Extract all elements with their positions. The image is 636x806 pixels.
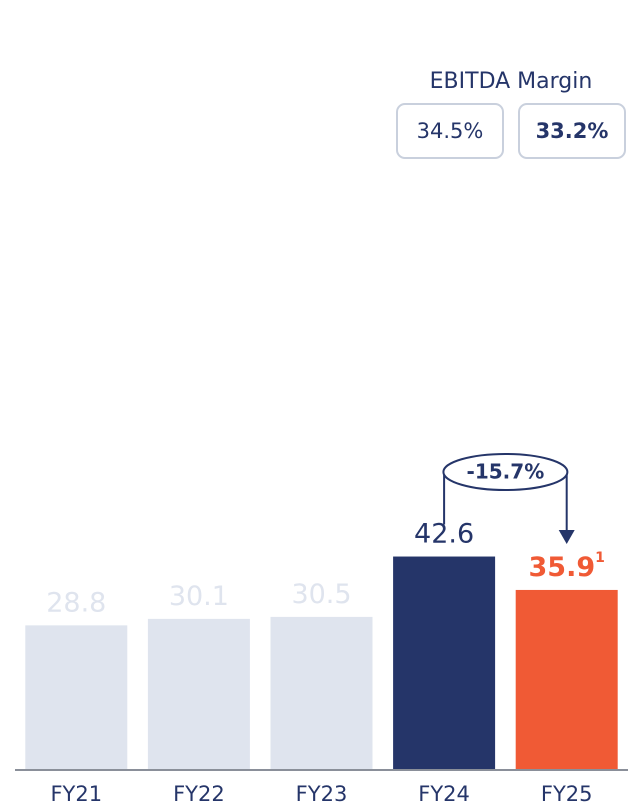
value-label: 28.8 — [46, 587, 106, 618]
bar — [147, 618, 250, 769]
bar — [393, 556, 496, 769]
x-tick-label: FY22 — [173, 782, 225, 806]
margin-value: 33.2% — [536, 119, 609, 143]
value-label: 35.91 — [529, 550, 605, 583]
margin-title: EBITDA Margin — [430, 69, 593, 94]
value-label: 30.5 — [291, 578, 351, 609]
margin-box — [396, 103, 504, 159]
margin-box — [518, 103, 626, 159]
bar — [270, 616, 373, 769]
change-badge — [442, 453, 569, 491]
arrow-head — [558, 529, 575, 544]
bar — [25, 625, 128, 769]
value-label-number: 30.1 — [169, 580, 229, 611]
x-tick-label: FY25 — [541, 782, 593, 806]
change-label: -15.7% — [467, 460, 545, 484]
bar — [515, 589, 618, 769]
value-label-number: 28.8 — [46, 587, 106, 618]
value-label-number: 35.9 — [529, 551, 596, 582]
footnote-marker: 1 — [595, 550, 605, 566]
value-label: 30.1 — [169, 580, 229, 611]
x-tick-label: FY23 — [296, 782, 348, 806]
x-tick-label: FY21 — [50, 782, 102, 806]
value-label-number: 30.5 — [291, 578, 351, 609]
x-tick-label: FY24 — [418, 782, 470, 806]
margin-value: 34.5% — [417, 119, 484, 143]
